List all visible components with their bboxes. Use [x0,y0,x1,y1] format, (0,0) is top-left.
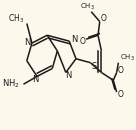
Text: N: N [24,38,31,47]
Text: S: S [91,62,96,71]
Text: CH$_3$: CH$_3$ [8,12,24,25]
Text: O: O [100,14,106,23]
Text: CH$_3$: CH$_3$ [120,53,135,63]
Text: O: O [117,66,123,75]
Text: O: O [80,37,86,46]
Text: N: N [32,75,38,84]
Text: O: O [117,90,123,99]
Text: N: N [65,71,72,80]
Text: N: N [71,35,78,44]
Text: CH$_3$: CH$_3$ [80,2,95,12]
Text: NH$_2$: NH$_2$ [2,78,19,90]
